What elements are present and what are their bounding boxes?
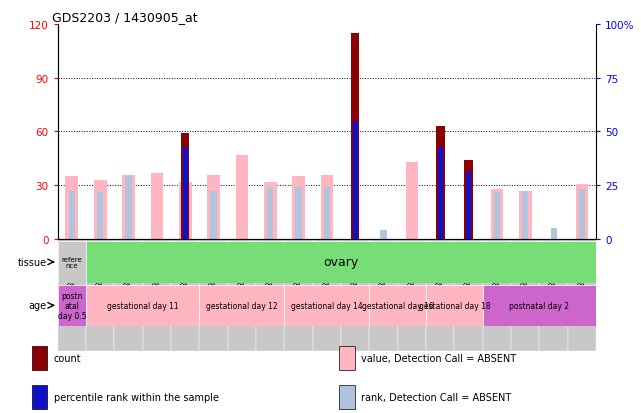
Bar [576,184,588,240]
Bar [341,240,369,351]
Bar [69,191,75,240]
Bar [199,285,285,326]
Bar [94,180,106,240]
Text: GDS2203 / 1430905_at: GDS2203 / 1430905_at [53,11,198,24]
Bar [426,240,454,351]
Bar [551,229,557,240]
Bar [494,193,500,240]
Bar [320,175,333,240]
Bar [292,177,305,240]
Bar [466,173,471,240]
Text: percentile rank within the sample: percentile rank within the sample [54,392,219,402]
Text: postnatal day 2: postnatal day 2 [510,301,569,310]
Bar [86,240,114,351]
Bar [438,147,443,240]
Text: gestational day 16: gestational day 16 [362,301,433,310]
Bar [285,240,313,351]
Bar [58,240,86,351]
Bar [464,161,473,240]
Bar [490,190,503,240]
Text: gestational day 18: gestational day 18 [419,301,490,310]
Bar [340,346,355,370]
Text: postn
atal
day 0.5: postn atal day 0.5 [58,292,86,320]
Bar [228,240,256,351]
Bar [296,188,302,240]
Bar [58,285,86,326]
Bar [235,155,248,240]
Bar [426,285,483,326]
Bar [256,240,285,351]
Bar [522,191,528,240]
Bar [264,182,277,240]
Bar [540,240,568,351]
Bar [353,121,358,240]
Bar [179,182,192,240]
Bar [568,240,596,351]
Bar [313,240,341,351]
Bar [210,191,217,240]
Bar [381,230,387,240]
Bar [436,127,444,240]
Bar [58,242,86,283]
Bar [181,134,190,240]
Bar [86,285,199,326]
Bar [398,240,426,351]
Bar [183,147,188,240]
Text: tissue: tissue [18,257,47,267]
Bar [207,175,220,240]
Bar [171,240,199,351]
Bar [483,240,511,351]
Bar [340,385,355,409]
Bar [519,191,531,240]
Text: age: age [29,301,47,311]
Text: count: count [54,353,81,363]
Bar [351,34,360,240]
Text: gestational day 14: gestational day 14 [291,301,363,310]
Bar [285,285,369,326]
Bar [114,240,143,351]
Text: value, Detection Call = ABSENT: value, Detection Call = ABSENT [362,353,517,363]
Text: gestational day 12: gestational day 12 [206,301,278,310]
Bar [199,240,228,351]
Bar [579,190,585,240]
Bar [483,285,596,326]
Bar [31,385,47,409]
Bar [369,285,426,326]
Bar [122,175,135,240]
Text: gestational day 11: gestational day 11 [107,301,179,310]
Bar [126,177,131,240]
Bar [65,177,78,240]
Bar [143,240,171,351]
Bar [324,188,330,240]
Bar [406,163,419,240]
Bar [267,188,273,240]
Text: ovary: ovary [324,256,359,269]
Text: refere
nce: refere nce [62,256,82,268]
Bar [31,346,47,370]
Bar [369,240,398,351]
Bar [511,240,540,351]
Bar [151,173,163,240]
Bar [454,240,483,351]
Bar [97,193,103,240]
Text: rank, Detection Call = ABSENT: rank, Detection Call = ABSENT [362,392,512,402]
